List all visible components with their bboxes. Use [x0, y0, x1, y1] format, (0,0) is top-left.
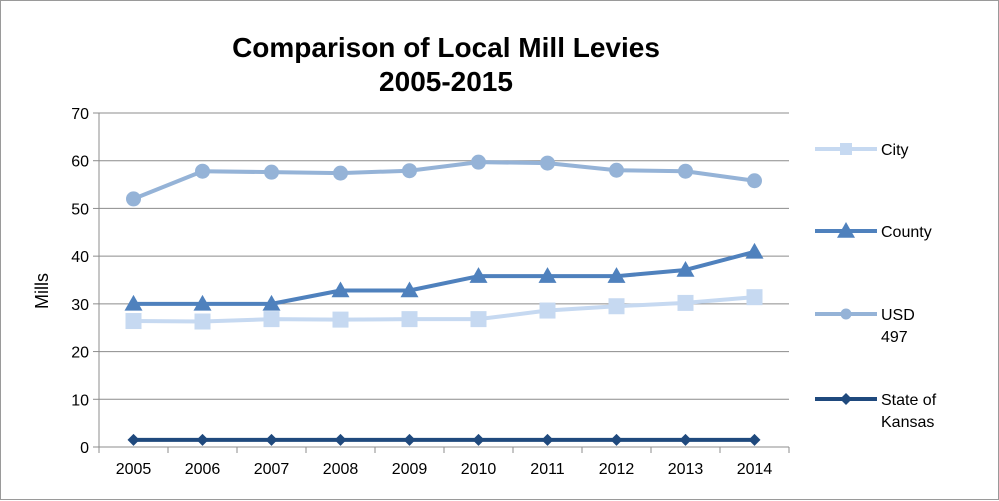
legend-marker [840, 308, 852, 320]
y-tick-label: 70 [71, 106, 89, 123]
data-point [331, 281, 350, 298]
x-tick-label: 2005 [116, 461, 152, 478]
legend-label: USD [881, 307, 915, 324]
data-point [194, 313, 211, 330]
axes: 0 10 20 30 40 50 60 70 2005 2006 2007 2008 2009 2010 2… [71, 106, 790, 478]
data-point [609, 162, 624, 178]
chart-title-line-2: 2005-2015 [379, 66, 513, 97]
gridlines [99, 112, 789, 400]
data-point [400, 281, 419, 298]
data-point [678, 163, 693, 179]
data-point [607, 267, 626, 283]
data-point [677, 294, 694, 311]
y-axis-title: Mills [32, 273, 52, 309]
series-county [124, 242, 764, 311]
data-point [195, 163, 210, 179]
series-usd-497 [126, 154, 762, 207]
data-point [196, 433, 209, 446]
data-point [748, 433, 761, 446]
data-point [745, 242, 764, 259]
data-point [539, 302, 556, 319]
legend-marker [840, 143, 852, 155]
legend-marker [840, 393, 852, 405]
data-point [470, 311, 487, 328]
legend: City County USD 497 State of Kansas [815, 142, 937, 431]
series-city [125, 289, 763, 330]
data-point [127, 433, 140, 446]
series-layer [124, 154, 764, 446]
data-point [265, 433, 278, 446]
series-line [133, 249, 756, 306]
y-tick-label: 40 [71, 249, 89, 266]
legend-item-state-of-kansas: State of Kansas [815, 392, 937, 431]
data-point [264, 164, 279, 180]
data-point [402, 163, 417, 179]
data-point [676, 260, 695, 277]
y-tick-label: 50 [71, 201, 89, 218]
x-tick-label: 2008 [323, 461, 359, 478]
x-tick-label: 2013 [668, 461, 704, 478]
data-point [541, 433, 554, 446]
x-tick-label: 2011 [530, 461, 565, 478]
data-point [124, 294, 143, 311]
x-tick-label: 2012 [599, 461, 635, 478]
series-line [132, 160, 755, 201]
x-tick-label: 2006 [185, 461, 221, 478]
series-line [133, 295, 755, 324]
data-point [334, 433, 347, 446]
data-point [610, 433, 623, 446]
data-point [540, 155, 555, 171]
data-point [747, 173, 762, 189]
data-point [403, 433, 416, 446]
x-tick-label: 2007 [254, 461, 290, 478]
legend-item-county: County [815, 222, 932, 241]
y-tick-label: 30 [71, 297, 89, 314]
data-point [472, 433, 485, 446]
data-point [608, 298, 625, 315]
data-point [401, 311, 418, 328]
chart-title: Comparison of Local Mill Levies 2005-201… [232, 32, 660, 97]
data-point [538, 267, 557, 283]
legend-label: 497 [881, 329, 908, 346]
data-point [679, 433, 692, 446]
data-point [332, 311, 349, 328]
data-point [333, 165, 348, 181]
data-point [746, 289, 763, 306]
data-point [126, 191, 141, 207]
chart-title-line-1: Comparison of Local Mill Levies [232, 32, 660, 63]
x-tick-label: 2010 [461, 461, 497, 478]
legend-label: Kansas [881, 414, 934, 431]
legend-marker [837, 222, 855, 238]
data-point [471, 154, 486, 170]
y-tick-label: 0 [80, 440, 89, 457]
series-state-of-kansas [127, 433, 761, 446]
x-tick-label: 2014 [737, 461, 773, 478]
y-tick-label: 20 [71, 345, 89, 362]
x-tick-label: 2009 [392, 461, 428, 478]
data-point [125, 313, 142, 330]
data-point [193, 294, 212, 311]
legend-label: City [881, 142, 909, 159]
data-point [469, 267, 488, 283]
legend-item-usd-497: USD 497 [815, 307, 915, 346]
y-tick-label: 60 [71, 154, 89, 171]
y-tick-label: 10 [71, 392, 89, 409]
data-point [263, 311, 280, 328]
legend-label: County [881, 224, 932, 241]
legend-item-city: City [815, 142, 909, 159]
legend-label: State of [881, 392, 937, 409]
data-point [262, 294, 281, 311]
